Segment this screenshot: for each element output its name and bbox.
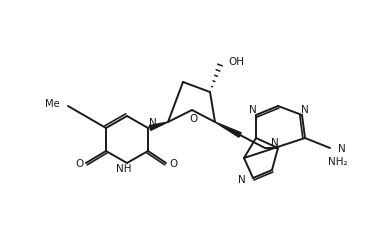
Text: O: O	[75, 159, 83, 169]
Text: N: N	[301, 105, 309, 115]
Text: OH: OH	[228, 57, 244, 67]
Text: O: O	[169, 159, 177, 169]
Text: NH₂: NH₂	[328, 157, 348, 167]
Text: NH: NH	[116, 164, 132, 174]
Text: N: N	[149, 118, 157, 128]
Polygon shape	[215, 122, 241, 137]
Text: N: N	[238, 175, 246, 185]
Text: N: N	[338, 144, 346, 154]
Text: N: N	[271, 138, 279, 148]
Text: Me: Me	[45, 99, 60, 109]
Polygon shape	[149, 122, 168, 130]
Text: N: N	[249, 105, 257, 115]
Text: O: O	[189, 114, 197, 124]
